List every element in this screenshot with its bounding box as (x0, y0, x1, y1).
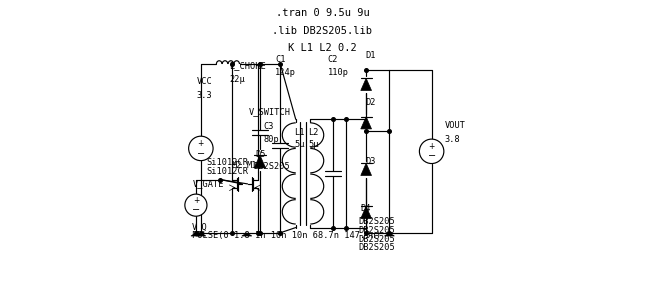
Text: K L1 L2 0.2: K L1 L2 0.2 (288, 43, 357, 53)
Text: 5μ: 5μ (294, 140, 304, 148)
Text: L_CHOKE: L_CHOKE (230, 61, 266, 70)
Polygon shape (361, 117, 372, 129)
Text: DB2S205: DB2S205 (358, 226, 395, 235)
Text: 22μ: 22μ (230, 75, 245, 84)
Text: DB2S205: DB2S205 (358, 235, 395, 244)
Polygon shape (191, 233, 201, 236)
Polygon shape (361, 163, 372, 175)
Text: D4: D4 (361, 204, 371, 212)
Circle shape (188, 136, 213, 161)
Text: 124p: 124p (275, 68, 296, 77)
Text: D2: D2 (366, 98, 376, 107)
Text: +: + (193, 196, 199, 205)
Polygon shape (384, 233, 394, 236)
Text: 3.8: 3.8 (444, 135, 461, 143)
Text: V_GATE: V_GATE (192, 179, 224, 188)
Text: +: + (428, 142, 435, 151)
Text: +: + (197, 139, 204, 148)
Circle shape (185, 194, 207, 216)
Text: DB2S205: DB2S205 (358, 244, 395, 252)
Text: PULSE(0 1.8 1n 10n 10n 68.7n 147.5n): PULSE(0 1.8 1n 10n 10n 68.7n 147.5n) (192, 231, 381, 240)
Polygon shape (242, 233, 252, 236)
Circle shape (419, 139, 444, 164)
Text: Si1012CR: Si1012CR (206, 167, 248, 175)
Text: V_SWITCH: V_SWITCH (249, 107, 291, 116)
Polygon shape (361, 206, 372, 219)
Text: C3: C3 (264, 122, 274, 131)
Text: 5μ: 5μ (308, 140, 319, 148)
Text: L2: L2 (308, 128, 319, 137)
Text: DB2S205: DB2S205 (358, 217, 395, 226)
Polygon shape (254, 155, 266, 168)
Text: D3: D3 (366, 157, 376, 166)
Polygon shape (361, 78, 372, 91)
Text: Si1012CR: Si1012CR (206, 158, 248, 167)
Text: L1: L1 (294, 128, 304, 137)
Text: VOUT: VOUT (444, 121, 466, 130)
Text: V_Q: V_Q (192, 222, 208, 231)
Text: M2: M2 (232, 161, 243, 170)
Text: M1: M1 (246, 161, 257, 170)
Text: DB2S205: DB2S205 (253, 162, 290, 171)
Text: C2: C2 (328, 55, 338, 64)
Text: 110p: 110p (328, 68, 349, 77)
Text: .tran 0 9.5u 9u: .tran 0 9.5u 9u (275, 8, 370, 18)
Text: D1: D1 (366, 52, 376, 60)
Text: −: − (197, 148, 205, 159)
Text: D5: D5 (255, 150, 266, 159)
Text: −: − (428, 151, 435, 162)
Text: 80p: 80p (264, 135, 279, 143)
Text: −: − (192, 205, 200, 215)
Text: VCC: VCC (197, 77, 213, 86)
Text: .lib DB2S205.lib: .lib DB2S205.lib (272, 26, 373, 36)
Polygon shape (196, 233, 206, 236)
Text: 3.3: 3.3 (197, 91, 213, 100)
Text: C1: C1 (275, 55, 286, 64)
